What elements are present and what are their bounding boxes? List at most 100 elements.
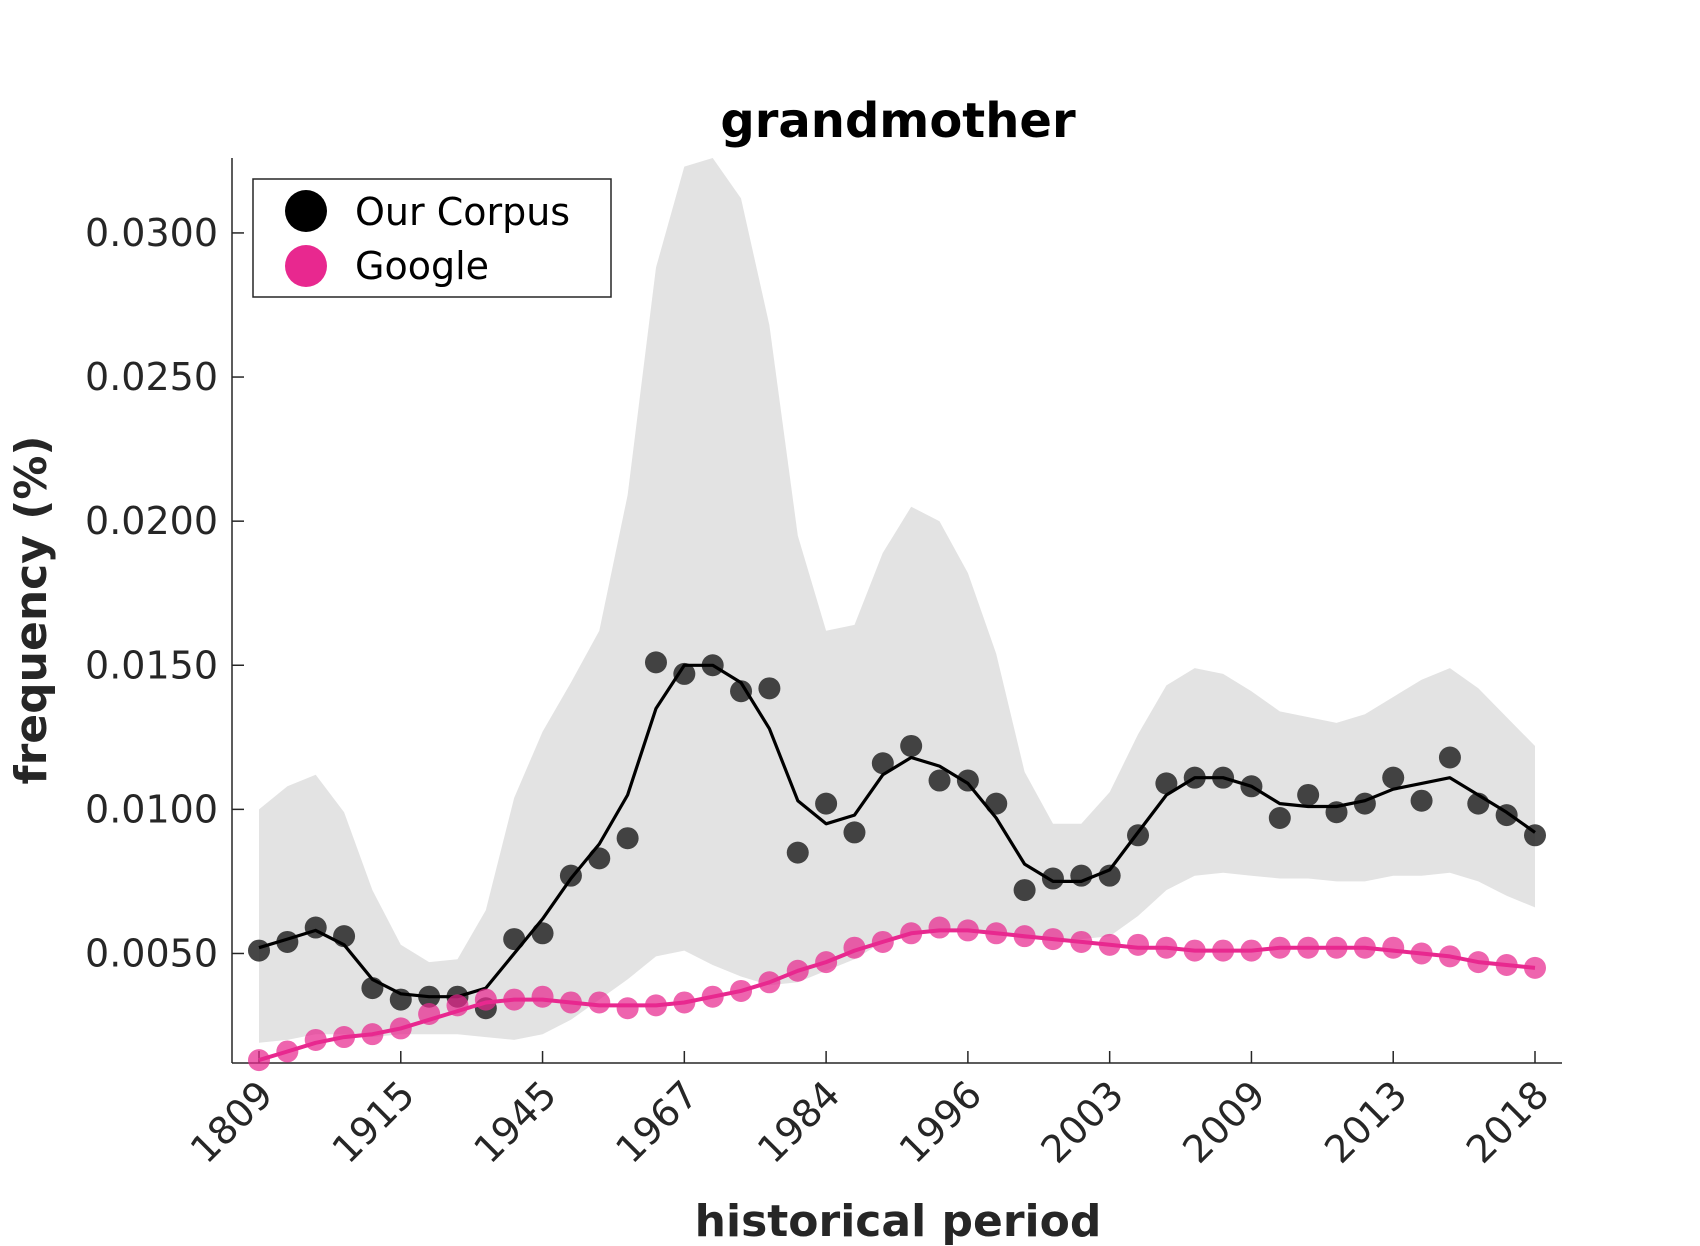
x-tick-label: 2003 [1033, 1072, 1133, 1172]
our-corpus-point [248, 939, 270, 962]
our-corpus-point [956, 769, 979, 792]
google-point [474, 988, 497, 1011]
our-corpus-point [1382, 766, 1405, 789]
our-corpus-point [616, 827, 639, 850]
x-tick-label: 1996 [891, 1072, 991, 1172]
google-point [559, 991, 582, 1014]
google-point [1438, 945, 1461, 968]
our-corpus-point [389, 988, 412, 1011]
our-corpus-point [900, 734, 923, 757]
our-corpus-point [1041, 867, 1064, 890]
chart-title: grandmother [720, 93, 1076, 149]
axes [231, 158, 1562, 1064]
x-tick-label: 2013 [1316, 1072, 1416, 1172]
google-point [786, 959, 809, 982]
google-point [1127, 933, 1150, 956]
y-tick-label: 0.0100 [85, 787, 218, 831]
our-corpus-point [588, 847, 611, 870]
our-corpus-point [644, 651, 667, 674]
our-corpus-line [258, 663, 1536, 999]
our-corpus-point [1155, 772, 1178, 795]
x-tick-label: 1945 [465, 1072, 565, 1172]
confidence-band-layer [259, 158, 1535, 1043]
our-corpus-point [1297, 783, 1320, 806]
google-point [673, 991, 696, 1014]
google-point [1524, 956, 1546, 979]
x-tick-label: 1809 [182, 1072, 282, 1172]
google-point [644, 994, 667, 1017]
google-point [616, 997, 639, 1020]
our-corpus-point [531, 922, 554, 945]
our-corpus-point [1268, 807, 1291, 830]
our-corpus-point [1013, 879, 1036, 902]
our-corpus-point [871, 752, 894, 775]
x-tick-label: 2009 [1174, 1072, 1274, 1172]
our-corpus-point [843, 821, 866, 844]
our-corpus-point [1410, 789, 1433, 812]
google-point [1013, 925, 1036, 948]
y-tick-label: 0.0150 [85, 643, 218, 687]
google-point [418, 1003, 441, 1026]
y-tick-label: 0.0050 [85, 931, 218, 975]
google-point [304, 1028, 327, 1051]
google-point [503, 988, 526, 1011]
x-axis-title: historical period [695, 1196, 1102, 1246]
x-tick-label: 1967 [607, 1072, 707, 1172]
google-point [1240, 939, 1263, 962]
google-point [815, 951, 838, 974]
x-tick-label: 1915 [324, 1072, 424, 1172]
google-point [248, 1049, 270, 1072]
x-tick-label: 1984 [749, 1072, 849, 1172]
google-point [1495, 954, 1518, 977]
our-corpus-point [1098, 864, 1121, 887]
google-line [258, 928, 1536, 1063]
google-point [1467, 951, 1490, 974]
google-point [276, 1040, 299, 1063]
google-point [985, 922, 1008, 945]
legend: Our Corpus Google [252, 178, 612, 298]
y-tick-label: 0.0200 [85, 499, 218, 543]
google-point [701, 985, 724, 1008]
our-corpus-point [730, 680, 753, 703]
our-corpus-point [815, 792, 838, 815]
google-point [1268, 936, 1291, 959]
google-point [1325, 936, 1348, 959]
google-point [333, 1026, 356, 1049]
google-point [389, 1017, 412, 1040]
y-tick-label: 0.0250 [85, 355, 218, 399]
google-point [531, 985, 554, 1008]
our-corpus-point [673, 662, 696, 685]
legend-label-our-corpus: Our Corpus [355, 190, 570, 234]
google-point [361, 1023, 384, 1046]
our-corpus-point [758, 677, 781, 700]
google-point [900, 922, 923, 945]
google-point [1155, 936, 1178, 959]
our-corpus-point [786, 841, 809, 864]
x-tick-label: 2018 [1458, 1072, 1558, 1172]
google-point [1041, 928, 1064, 951]
google-point [588, 991, 611, 1014]
our-corpus-range-band [259, 158, 1535, 1043]
our-corpus-point [928, 769, 951, 792]
our-corpus-point [503, 928, 526, 951]
y-tick-label: 0.0300 [85, 211, 218, 255]
google-point [956, 919, 979, 942]
google-point [1183, 939, 1206, 962]
google-point [1098, 933, 1121, 956]
google-point [1353, 936, 1376, 959]
legend-marker-google [285, 245, 327, 287]
google-point [1212, 939, 1235, 962]
google-point [1382, 936, 1405, 959]
google-point [1070, 930, 1093, 953]
google-point [843, 936, 866, 959]
google-point [1410, 942, 1433, 965]
google-point [871, 930, 894, 953]
legend-label-google: Google [355, 244, 489, 288]
google-point [730, 979, 753, 1002]
our-corpus-point [1070, 864, 1093, 887]
google-point [928, 916, 951, 939]
google-point [758, 971, 781, 994]
y-axis-title: frequency (%) [6, 435, 57, 784]
